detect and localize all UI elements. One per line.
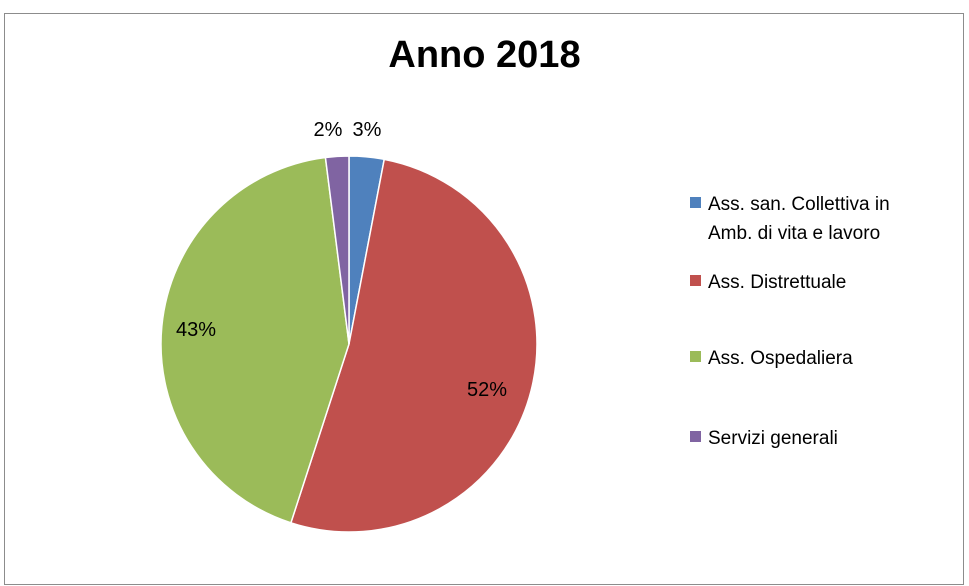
chart-title: Anno 2018 [388, 34, 581, 76]
slice-ass-distrettuale [289, 158, 538, 533]
legend-label: Ass. san. Collettiva in Amb. di vita e la… [708, 194, 890, 244]
slice-ass-ospedaliera [160, 156, 350, 524]
legend-swatch [690, 197, 701, 208]
legend-swatch [690, 431, 701, 442]
legend-item-ass-san-collettiva: Ass. san. Collettiva in Amb. di vita e la… [690, 190, 968, 248]
data-label: 3% [353, 119, 382, 141]
legend-item-servizi-generali: Servizi generali [690, 424, 968, 453]
legend-label: Ass. Ospedaliera [708, 348, 853, 369]
legend-label: Ass. Distrettuale [708, 272, 847, 293]
legend-item-ass-ospedaliera: Ass. Ospedaliera [690, 344, 968, 373]
slice-servizi-generali [324, 155, 350, 345]
legend-label: Servizi generali [708, 428, 838, 449]
data-label: 52% [467, 379, 507, 401]
data-label: 2% [314, 119, 343, 141]
legend-swatch [690, 275, 701, 286]
legend-item-ass-distrettuale: Ass. Distrettuale [690, 268, 968, 297]
data-label: 43% [176, 319, 216, 341]
legend-swatch [690, 351, 701, 362]
